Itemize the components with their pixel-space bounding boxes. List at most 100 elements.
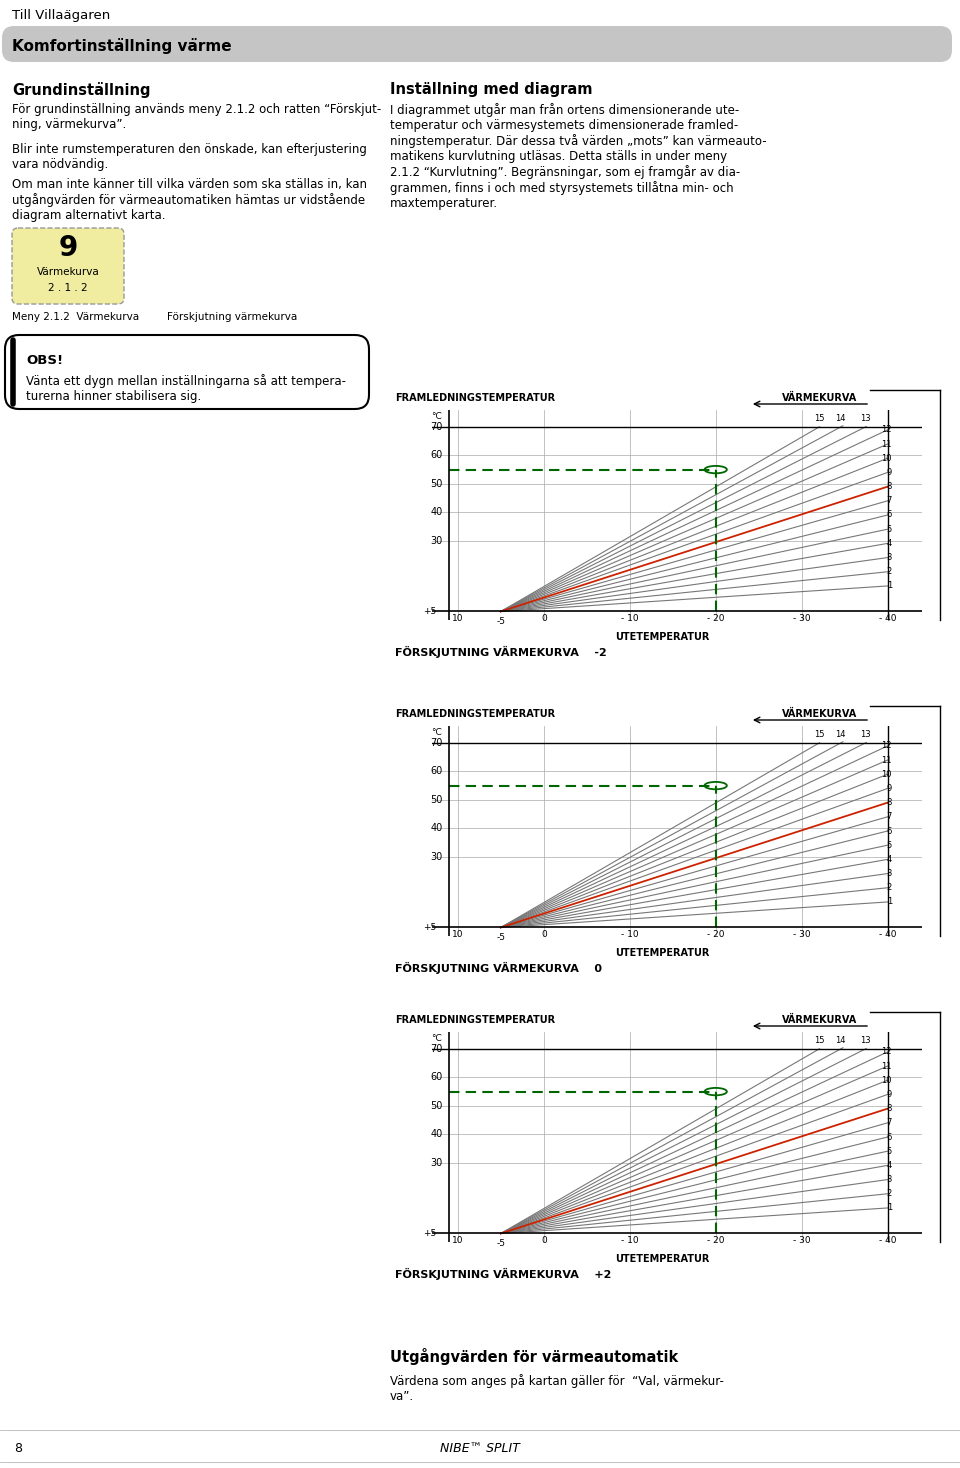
Text: FRAMLEDNINGSTEMPERATUR: FRAMLEDNINGSTEMPERATUR xyxy=(395,393,555,404)
Text: 5: 5 xyxy=(887,1147,892,1155)
Text: 11: 11 xyxy=(881,439,892,449)
Text: 9: 9 xyxy=(887,468,892,477)
Text: 4: 4 xyxy=(887,1161,892,1170)
Text: NIBE™ SPLIT: NIBE™ SPLIT xyxy=(440,1442,520,1455)
Text: 4: 4 xyxy=(887,539,892,548)
Text: 0: 0 xyxy=(540,1236,546,1245)
Text: 10: 10 xyxy=(881,1076,892,1085)
Text: 11: 11 xyxy=(881,1061,892,1070)
Text: Värdena som anges på kartan gäller för  “Val, värmekur-
va”.: Värdena som anges på kartan gäller för “… xyxy=(390,1374,724,1403)
Text: Meny 2.1.2  Värmekurva: Meny 2.1.2 Värmekurva xyxy=(12,313,139,321)
Text: -5: -5 xyxy=(496,617,505,627)
Text: 9: 9 xyxy=(887,784,892,793)
Text: OBS!: OBS! xyxy=(26,354,63,367)
Text: - 20: - 20 xyxy=(707,929,725,938)
Text: 15: 15 xyxy=(814,730,825,738)
Text: 7: 7 xyxy=(886,496,892,505)
Text: 50: 50 xyxy=(430,1101,443,1111)
Text: 50: 50 xyxy=(430,479,443,489)
Text: °C: °C xyxy=(431,1035,442,1044)
Text: 15: 15 xyxy=(814,1036,825,1045)
Text: +5: +5 xyxy=(423,923,436,932)
Text: 9: 9 xyxy=(59,233,78,261)
Text: - 10: - 10 xyxy=(621,1236,638,1245)
Text: 70: 70 xyxy=(430,1044,443,1054)
Text: 0: 0 xyxy=(540,929,546,938)
Text: 14: 14 xyxy=(835,1036,846,1045)
Text: 3: 3 xyxy=(886,553,892,562)
Text: FÖRSKJUTNING VÄRMEKURVA    0: FÖRSKJUTNING VÄRMEKURVA 0 xyxy=(395,962,602,975)
Text: - 20: - 20 xyxy=(707,614,725,622)
Text: 2: 2 xyxy=(887,567,892,577)
Text: °C: °C xyxy=(431,728,442,737)
Text: 6: 6 xyxy=(886,826,892,835)
Text: - 30: - 30 xyxy=(793,614,810,622)
Text: - 10: - 10 xyxy=(621,929,638,938)
Text: 6: 6 xyxy=(886,1132,892,1142)
Text: 8: 8 xyxy=(886,1104,892,1113)
Text: 15: 15 xyxy=(814,414,825,423)
Text: Vänta ett dygn mellan inställningarna så att tempera-
turerna hinner stabilisera: Vänta ett dygn mellan inställningarna så… xyxy=(26,374,346,404)
Text: 5: 5 xyxy=(887,524,892,534)
Text: 9: 9 xyxy=(887,1089,892,1100)
Text: +5: +5 xyxy=(423,1229,436,1238)
Text: Till Villaägaren: Till Villaägaren xyxy=(12,9,110,22)
FancyBboxPatch shape xyxy=(5,335,369,410)
Text: 70: 70 xyxy=(430,421,443,432)
Text: UTETEMPERATUR: UTETEMPERATUR xyxy=(614,1254,709,1264)
Text: 7: 7 xyxy=(886,812,892,821)
Text: 7: 7 xyxy=(886,1119,892,1127)
Text: För grundinställning används meny 2.1.2 och ratten “Förskjut-
ning, värmekurva”.: För grundinställning används meny 2.1.2 … xyxy=(12,103,381,131)
Text: 10: 10 xyxy=(452,614,464,622)
Text: FRAMLEDNINGSTEMPERATUR: FRAMLEDNINGSTEMPERATUR xyxy=(395,709,555,719)
Text: 3: 3 xyxy=(886,1174,892,1185)
Text: Värmekurva: Värmekurva xyxy=(36,267,100,277)
Text: 60: 60 xyxy=(430,1073,443,1082)
Text: - 30: - 30 xyxy=(793,1236,810,1245)
Text: VÄRMEKURVA: VÄRMEKURVA xyxy=(782,1014,857,1025)
Text: 70: 70 xyxy=(430,738,443,749)
Text: 4: 4 xyxy=(887,854,892,863)
Text: 0: 0 xyxy=(540,614,546,622)
Text: -5: -5 xyxy=(496,934,505,942)
Text: 10: 10 xyxy=(452,929,464,938)
Text: 12: 12 xyxy=(881,1047,892,1057)
Text: 10: 10 xyxy=(881,454,892,462)
Text: 30: 30 xyxy=(430,851,443,862)
Text: 60: 60 xyxy=(430,451,443,461)
Text: 13: 13 xyxy=(860,414,871,423)
Text: 8: 8 xyxy=(886,482,892,492)
Text: 11: 11 xyxy=(881,756,892,765)
Text: 40: 40 xyxy=(430,1129,443,1139)
Text: - 40: - 40 xyxy=(878,929,897,938)
Text: 30: 30 xyxy=(430,536,443,546)
Text: - 40: - 40 xyxy=(878,1236,897,1245)
Text: Komfortinställning värme: Komfortinställning värme xyxy=(12,38,231,54)
Text: 12: 12 xyxy=(881,741,892,750)
Text: 40: 40 xyxy=(430,506,443,517)
Text: Blir inte rumstemperaturen den önskade, kan efterjustering
vara nödvändig.: Blir inte rumstemperaturen den önskade, … xyxy=(12,142,367,170)
Text: - 30: - 30 xyxy=(793,929,810,938)
Text: 2: 2 xyxy=(887,1189,892,1198)
Text: 50: 50 xyxy=(430,794,443,804)
Text: +5: +5 xyxy=(423,606,436,617)
Text: 1: 1 xyxy=(887,897,892,906)
Text: -5: -5 xyxy=(496,1239,505,1248)
Text: °C: °C xyxy=(431,413,442,421)
Text: FÖRSKJUTNING VÄRMEKURVA    +2: FÖRSKJUTNING VÄRMEKURVA +2 xyxy=(395,1268,612,1280)
Text: 13: 13 xyxy=(860,1036,871,1045)
Text: 14: 14 xyxy=(835,414,846,423)
Text: 30: 30 xyxy=(430,1158,443,1167)
Text: VÄRMEKURVA: VÄRMEKURVA xyxy=(782,709,857,719)
Text: 10: 10 xyxy=(881,769,892,778)
Text: VÄRMEKURVA: VÄRMEKURVA xyxy=(782,393,857,404)
Text: 40: 40 xyxy=(430,824,443,834)
Text: FÖRSKJUTNING VÄRMEKURVA    -2: FÖRSKJUTNING VÄRMEKURVA -2 xyxy=(395,646,607,658)
Text: 13: 13 xyxy=(860,730,871,738)
FancyBboxPatch shape xyxy=(12,228,124,304)
Text: 1: 1 xyxy=(887,581,892,590)
Text: 60: 60 xyxy=(430,766,443,777)
Text: UTETEMPERATUR: UTETEMPERATUR xyxy=(614,948,709,959)
Text: I diagrammet utgår man från ortens dimensionerande ute-
temperatur och värmesyst: I diagrammet utgår man från ortens dimen… xyxy=(390,103,767,210)
Text: Om man inte känner till vilka värden som ska ställas in, kan
utgångvärden för vä: Om man inte känner till vilka värden som… xyxy=(12,178,367,222)
